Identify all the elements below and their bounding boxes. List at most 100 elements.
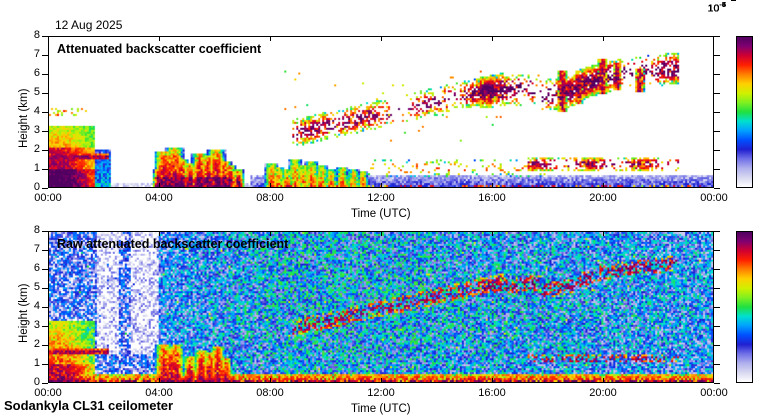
x-tick [492,36,493,41]
colorbar-tick-label: 10-5 [707,0,726,15]
y-tick [42,364,48,365]
y-tick [714,345,720,346]
y-tick [714,364,720,365]
x-tick [492,231,493,236]
x-tick [603,36,604,41]
date-title: 12 Aug 2025 [55,18,123,32]
panel1-xlabel: Time (UTC) [351,208,411,220]
panel-attenuated-backscatter: Attenuated backscatter coefficient [48,36,714,188]
y-tick-label: 6 [33,262,40,274]
x-tick [492,378,493,383]
x-tick-label: 08:00 [256,192,284,204]
y-tick [714,150,720,151]
x-tick [48,378,49,383]
y-tick-label: 5 [33,86,40,98]
y-tick [714,169,720,170]
x-tick [48,36,49,41]
y-tick [714,36,720,37]
y-tick [42,74,48,75]
x-tick-label: 20:00 [589,192,617,204]
x-tick [603,183,604,188]
panel2-ylabel: Height (km) [18,283,30,343]
x-tick [713,36,714,41]
x-tick-label: 00:00 [700,387,728,399]
panel2-title: Raw attenuated backscatter coefficient [57,237,289,251]
x-tick-label: 08:00 [256,387,284,399]
x-tick [713,183,714,188]
colorbar-tick-label: 10-7 [707,0,726,15]
colorbar-tick-label: 10-4 [707,0,726,15]
y-tick [42,345,48,346]
y-tick-label: 0 [33,181,40,193]
y-tick [42,169,48,170]
y-tick [42,383,48,384]
x-tick [381,378,382,383]
y-tick-label: 4 [33,300,40,312]
y-tick [42,36,48,37]
x-tick-label: 04:00 [145,387,173,399]
x-tick [159,231,160,236]
panel1-title: Attenuated backscatter coefficient [57,42,262,56]
x-tick [381,183,382,188]
y-tick-label: 1 [33,357,40,369]
x-tick [713,378,714,383]
y-tick [714,288,720,289]
y-tick-label: 8 [33,29,40,41]
x-tick [270,378,271,383]
colorbar-gradient [737,232,752,382]
x-tick-label: 04:00 [145,192,173,204]
y-tick [714,326,720,327]
y-tick [714,250,720,251]
x-tick-label: 00:00 [34,192,62,204]
y-tick-label: 0 [33,376,40,388]
y-tick [42,150,48,151]
x-tick [713,231,714,236]
y-tick [714,55,720,56]
y-tick-label: 2 [33,143,40,155]
y-tick-label: 5 [33,281,40,293]
x-tick [381,231,382,236]
colorbar-tick-label: 10-6 [707,0,726,15]
x-tick [48,183,49,188]
x-tick [381,36,382,41]
x-tick [48,231,49,236]
y-tick-label: 8 [33,224,40,236]
panel1-ylabel: Height (km) [18,88,30,148]
y-tick [714,383,720,384]
x-tick [603,378,604,383]
colorbar-tick-label: 10-4 [707,0,726,15]
y-tick [714,112,720,113]
y-tick [42,131,48,132]
y-tick [42,188,48,189]
y-tick-label: 1 [33,162,40,174]
y-tick [714,93,720,94]
x-tick-label: 16:00 [478,387,506,399]
x-tick [270,231,271,236]
y-tick [42,55,48,56]
colorbar-tick-label: 10-7 [707,0,726,15]
y-tick-label: 3 [33,124,40,136]
y-tick [714,188,720,189]
colorbar-tick [731,0,736,1]
x-tick-label: 20:00 [589,387,617,399]
y-tick-label: 4 [33,105,40,117]
y-tick [714,307,720,308]
x-tick [159,183,160,188]
x-tick-label: 12:00 [367,387,395,399]
y-tick-label: 7 [33,48,40,60]
site-caption: Sodankyla CL31 ceilometer [4,398,174,413]
x-tick [492,183,493,188]
y-tick [42,326,48,327]
raw-attenuated-backscatter-heatmap [49,232,713,382]
y-tick [714,269,720,270]
x-tick-label: 00:00 [700,192,728,204]
y-tick-label: 3 [33,319,40,331]
x-tick [270,36,271,41]
y-tick [42,112,48,113]
x-tick [159,378,160,383]
colorbar-tick-label: 10-5 [707,0,726,15]
y-tick [42,250,48,251]
y-tick [42,288,48,289]
x-tick [159,36,160,41]
colorbar-tick-label: 10-6 [707,0,726,15]
